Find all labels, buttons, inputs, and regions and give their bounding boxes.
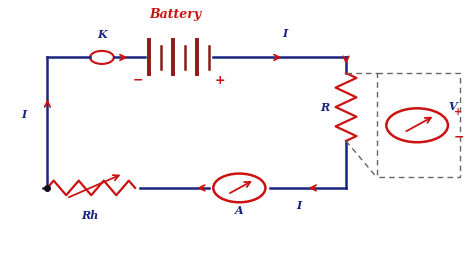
- Text: −: −: [454, 131, 464, 144]
- Text: I: I: [21, 109, 27, 120]
- Text: I: I: [296, 200, 301, 211]
- Text: −: −: [132, 74, 143, 86]
- Text: +: +: [454, 107, 462, 117]
- Text: K: K: [97, 29, 107, 40]
- Text: I: I: [282, 28, 287, 39]
- Text: Battery: Battery: [149, 8, 201, 21]
- Text: R: R: [320, 102, 329, 112]
- Text: V: V: [448, 101, 457, 112]
- Text: +: +: [215, 74, 226, 86]
- Text: A: A: [235, 205, 244, 216]
- Text: Rh: Rh: [82, 210, 99, 221]
